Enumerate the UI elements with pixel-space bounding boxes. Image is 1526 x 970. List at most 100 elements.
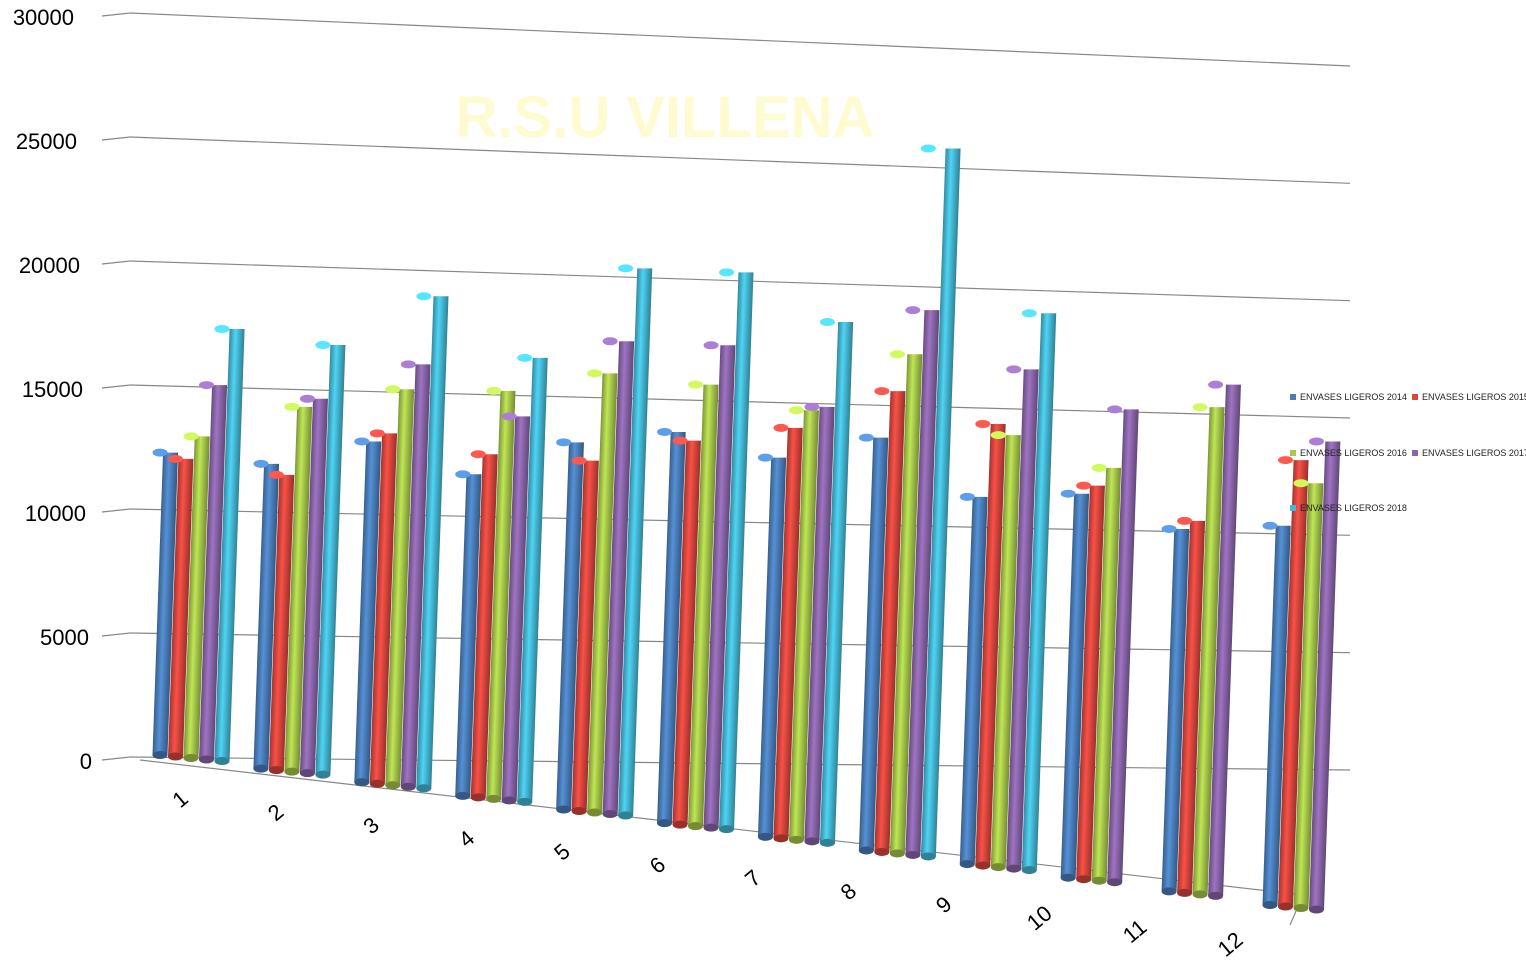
bar-envases-ligeros-2014-cat-11 — [1161, 524, 1190, 896]
bar-top — [501, 412, 517, 421]
bar-top — [571, 456, 587, 465]
bar-body — [757, 457, 787, 837]
legend-label: ENVASES LIGEROS 2015 — [1422, 392, 1526, 402]
bar-base — [1006, 864, 1022, 873]
bar-base — [990, 863, 1006, 872]
bar-top — [920, 144, 936, 153]
bar-top — [1192, 403, 1208, 412]
chart-title: R.S.U VILLENA — [456, 85, 875, 150]
bar-body — [1192, 407, 1225, 895]
legend-item: ENVASES LIGEROS 2016 — [1290, 448, 1407, 458]
bar-top — [486, 386, 502, 395]
bar-top — [804, 402, 820, 411]
bar-body — [571, 460, 599, 812]
bar-body — [1309, 441, 1341, 910]
bar-base — [183, 754, 199, 762]
bar-envases-ligeros-2017-cat-12 — [1309, 437, 1341, 914]
bar-top — [905, 306, 921, 315]
bar-envases-ligeros-2015-cat-10 — [1076, 481, 1105, 884]
bar-body — [152, 452, 179, 755]
bar-body — [858, 437, 889, 851]
bar-base — [773, 834, 789, 843]
gridline-tick-0 — [101, 756, 131, 761]
bar-body — [486, 390, 516, 799]
bar-top — [369, 429, 385, 438]
bar-envases-ligeros-2014-cat-9 — [959, 492, 988, 869]
bar-envases-ligeros-2017-cat-10 — [1107, 405, 1139, 887]
bar-base — [385, 781, 401, 790]
bar-body — [719, 272, 754, 830]
legend-item: ENVASES LIGEROS 2018 — [1290, 503, 1407, 513]
bar-body — [1278, 460, 1309, 907]
bar-base — [874, 847, 890, 856]
bar-envases-ligeros-2016-cat-8 — [889, 350, 923, 858]
bar-top — [1293, 479, 1309, 488]
bar-base — [199, 755, 214, 764]
bar-top — [299, 394, 315, 403]
bar-envases-ligeros-2017-cat-7 — [804, 402, 835, 846]
bar-top — [1060, 489, 1076, 498]
bar-top — [1091, 463, 1107, 472]
bar-envases-ligeros-2018-cat-4 — [517, 353, 548, 806]
bar-body — [1177, 520, 1206, 893]
bar-body — [975, 423, 1006, 866]
bar-envases-ligeros-2015-cat-2 — [268, 470, 295, 775]
bar-base — [858, 846, 874, 855]
bar-body — [315, 345, 346, 775]
bar-top — [1021, 309, 1037, 318]
y-tick-label: 25000 — [16, 129, 77, 154]
bar-base — [168, 752, 183, 761]
bar-base — [1107, 878, 1123, 887]
bar-body — [804, 406, 835, 842]
x-tick-label: 12 — [1213, 927, 1248, 962]
bar-body — [416, 296, 449, 789]
bars — [152, 144, 1341, 914]
gridline-6 — [129, 12, 1351, 67]
bar-base — [486, 794, 502, 803]
bar-top — [688, 380, 704, 389]
bar-base — [416, 784, 432, 793]
bar-base — [688, 822, 704, 831]
bar-top — [1161, 524, 1177, 533]
x-tick-label: 5 — [549, 838, 574, 865]
bar-top — [1076, 481, 1092, 490]
gridline-tick-3 — [101, 384, 131, 389]
bar-base — [315, 770, 331, 779]
bar-base — [253, 764, 269, 773]
bar-base — [672, 820, 688, 829]
bar-envases-ligeros-2014-cat-5 — [556, 438, 584, 814]
bar-envases-ligeros-2014-cat-12 — [1262, 521, 1291, 909]
bar-body — [284, 406, 313, 772]
bar-base — [501, 796, 517, 805]
bar-base — [1091, 876, 1107, 885]
legend-swatch — [1412, 450, 1418, 456]
bar-base — [975, 861, 991, 870]
bar-body — [602, 341, 635, 815]
bar-body — [1076, 485, 1105, 880]
bar-envases-ligeros-2017-cat-8 — [905, 306, 940, 859]
bar-top — [199, 381, 214, 390]
bar-body — [1161, 528, 1190, 892]
bar-top — [719, 268, 735, 277]
bar-envases-ligeros-2016-cat-4 — [486, 386, 516, 803]
gridline-tick-6 — [101, 12, 131, 17]
bar-body — [657, 431, 686, 824]
bar-envases-ligeros-2018-cat-3 — [416, 292, 449, 793]
bar-top — [874, 387, 890, 396]
bar-envases-ligeros-2014-cat-8 — [858, 433, 889, 855]
legend-swatch — [1412, 394, 1418, 400]
bar-top — [975, 419, 991, 428]
bar-top — [703, 341, 719, 350]
bar-top — [183, 432, 199, 441]
bar-base — [400, 782, 416, 791]
bar-body — [1060, 493, 1090, 878]
bar-base — [1192, 890, 1208, 899]
bar-body — [299, 398, 328, 774]
bar-envases-ligeros-2016-cat-3 — [385, 385, 415, 790]
y-axis: 0 5000 10000 15000 20000 25000 30000 — [13, 5, 92, 774]
bar-body — [990, 435, 1021, 868]
bar-envases-ligeros-2014-cat-6 — [657, 427, 686, 828]
bar-base — [1076, 875, 1092, 884]
bar-base — [719, 825, 735, 834]
bar-envases-ligeros-2017-cat-11 — [1208, 380, 1241, 900]
